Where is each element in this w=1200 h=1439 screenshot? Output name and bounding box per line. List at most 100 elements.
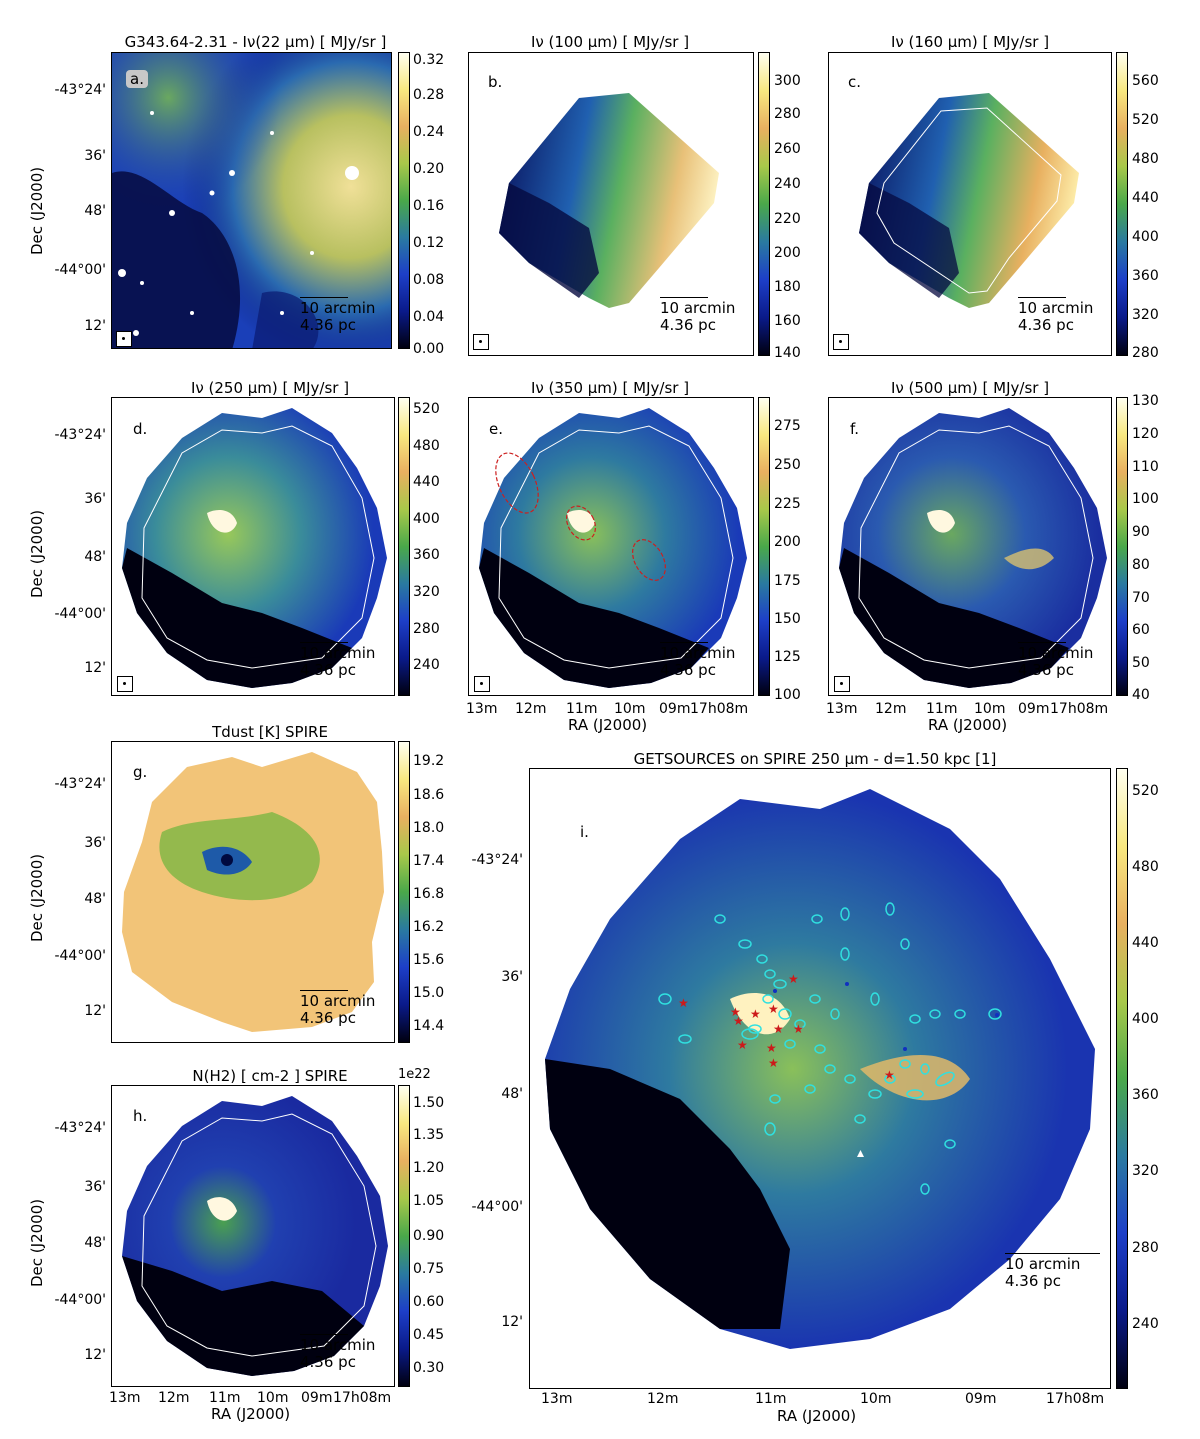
panel-b-beam	[473, 334, 489, 350]
panel-f-scalebar: 10 arcmin 4.36 pc	[1018, 642, 1094, 679]
panel-h-cbar-tick: 0.45	[413, 1327, 445, 1343]
panel-a-cbar-tick: 0.16	[413, 198, 445, 214]
ra-tick: 12m	[647, 1391, 679, 1407]
svg-text:★: ★	[730, 1005, 741, 1019]
dec-tick: 12'	[84, 1003, 106, 1019]
panel-a-cbar-tick: 0.20	[413, 161, 445, 177]
panel-g-title: Tdust [K] SPIRE	[212, 723, 328, 741]
ra-tick: 13m	[466, 701, 498, 717]
svg-text:★: ★	[766, 1041, 777, 1055]
ra-tick: 12m	[158, 1390, 190, 1406]
panel-i-cbar-tick: 440	[1132, 935, 1159, 951]
panel-f-cbar-tick: 110	[1132, 459, 1159, 475]
panel-f-colorbar	[1116, 397, 1128, 696]
panel-i-cbar-tick: 280	[1132, 1240, 1159, 1256]
ra-tick: 17h08m	[1046, 1391, 1105, 1407]
dec-tick: -43°24'	[54, 1120, 106, 1136]
svg-text:★: ★	[793, 1022, 804, 1036]
panel-e-title: Iν (350 μm) [ MJy/sr ]	[530, 379, 690, 397]
panel-h-cbar-tick: 1.20	[413, 1160, 445, 1176]
panel-b-cbar-tick: 240	[774, 176, 801, 192]
dec-axis-title: Dec (J2000)	[28, 853, 46, 942]
panel-f-cbar-tick: 40	[1132, 687, 1150, 703]
dec-tick: 12'	[501, 1314, 523, 1330]
dec-tick: 36'	[84, 835, 106, 851]
ra-axis-title: RA (J2000)	[928, 716, 1008, 734]
ra-tick: 13m	[826, 701, 858, 717]
panel-c-cbar-tick: 400	[1132, 229, 1159, 245]
panel-c-title: Iν (160 μm) [ MJy/sr ]	[890, 33, 1050, 51]
panel-f-letter: f.	[850, 420, 859, 438]
panel-f-cbar-tick: 100	[1132, 491, 1159, 507]
panel-d-letter: d.	[133, 420, 148, 438]
panel-i-title: GETSOURCES on SPIRE 250 μm - d=1.50 kpc …	[633, 750, 997, 768]
panel-b-image	[468, 52, 754, 356]
panel-b-cbar-tick: 140	[774, 345, 801, 361]
dec-axis-title: Dec (J2000)	[28, 1198, 46, 1287]
panel-e-cbar-tick: 250	[774, 457, 801, 473]
panel-a-image	[111, 52, 392, 349]
panel-a-letter: a.	[126, 70, 148, 88]
ra-tick: 09m	[659, 701, 691, 717]
ra-tick: 13m	[109, 1390, 141, 1406]
panel-f-cbar-tick: 90	[1132, 524, 1150, 540]
dec-tick: -43°24'	[471, 852, 523, 868]
svg-text:★: ★	[788, 972, 799, 986]
panel-h-cbar-tick: 1.35	[413, 1127, 445, 1143]
panel-b-cbar-tick: 280	[774, 106, 801, 122]
ra-tick: 17h08m	[690, 701, 749, 717]
panel-b-letter: b.	[488, 73, 503, 91]
panel-d-cbar-tick: 400	[413, 511, 440, 527]
dec-tick: 48'	[84, 891, 106, 907]
panel-h-cbar-tick: 0.30	[413, 1360, 445, 1376]
dec-tick: -44°00'	[471, 1199, 523, 1215]
ra-tick: 10m	[257, 1390, 289, 1406]
panel-g-cbar-tick: 16.8	[413, 886, 445, 902]
ra-tick: 09m	[965, 1391, 997, 1407]
dec-tick: 36'	[84, 1179, 106, 1195]
panel-g-cbar-tick: 19.2	[413, 753, 445, 769]
ra-tick: 11m	[209, 1390, 241, 1406]
panel-g-cbar-tick: 17.4	[413, 853, 445, 869]
panel-h-cbar-exponent: 1e22	[398, 1067, 431, 1082]
panel-c-letter: c.	[848, 73, 862, 91]
panel-b-cbar-tick: 160	[774, 313, 801, 329]
panel-f-cbar-tick: 60	[1132, 622, 1150, 638]
panel-g-cbar-tick: 14.4	[413, 1018, 445, 1034]
dec-tick: -44°00'	[54, 606, 106, 622]
panel-a-cbar-tick: 0.12	[413, 235, 445, 251]
panel-a-colorbar	[398, 52, 410, 349]
panel-e-letter: e.	[489, 420, 503, 438]
panel-c-cbar-tick: 360	[1132, 268, 1159, 284]
panel-g-cbar-tick: 18.0	[413, 820, 445, 836]
panel-d-cbar-tick: 480	[413, 438, 440, 454]
panel-c-cbar-tick: 320	[1132, 307, 1159, 323]
panel-a-cbar-tick: 0.28	[413, 87, 445, 103]
panel-b-cbar-tick: 200	[774, 245, 801, 261]
panel-h-cbar-tick: 0.90	[413, 1228, 445, 1244]
panel-e-beam	[474, 676, 490, 692]
panel-b-cbar-tick: 220	[774, 211, 801, 227]
panel-d-cbar-tick: 280	[413, 621, 440, 637]
panel-h-letter: h.	[133, 1107, 148, 1125]
panel-e-cbar-tick: 125	[774, 649, 801, 665]
panel-c-beam	[833, 334, 849, 350]
svg-text:★: ★	[733, 1014, 744, 1028]
panel-f-cbar-tick: 50	[1132, 655, 1150, 671]
ra-tick: 17h08m	[1050, 701, 1109, 717]
dec-tick: -44°00'	[54, 948, 106, 964]
panel-h-cbar-tick: 1.05	[413, 1193, 445, 1209]
svg-text:★: ★	[768, 1002, 779, 1016]
ra-tick: 10m	[974, 701, 1006, 717]
ra-tick: 12m	[875, 701, 907, 717]
panel-i-cbar-tick: 320	[1132, 1163, 1159, 1179]
svg-text:★: ★	[773, 1022, 784, 1036]
dec-tick: 36'	[84, 491, 106, 507]
panel-d-title: Iν (250 μm) [ MJy/sr ]	[190, 379, 350, 397]
panel-d-cbar-tick: 520	[413, 401, 440, 417]
panel-f-cbar-tick: 130	[1132, 393, 1159, 409]
panel-e-cbar-tick: 200	[774, 534, 801, 550]
panel-f-cbar-tick: 80	[1132, 557, 1150, 573]
ra-axis-title: RA (J2000)	[777, 1407, 857, 1425]
dec-tick: 48'	[84, 203, 106, 219]
